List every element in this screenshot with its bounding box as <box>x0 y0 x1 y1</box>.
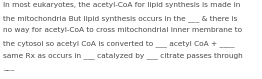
Text: In most eukaryotes, the acetyl-CoA for lipid synthesis is made in: In most eukaryotes, the acetyl-CoA for l… <box>3 2 240 8</box>
Text: same Rx as occurs in ___ catalyzed by ___ citrate passes through: same Rx as occurs in ___ catalyzed by __… <box>3 52 242 59</box>
Text: the mitochondria But lipid synthesis occurs in the ___ & there is: the mitochondria But lipid synthesis occ… <box>3 15 237 22</box>
Text: ___: ___ <box>3 65 14 71</box>
Text: the cytosol so acetyl CoA is converted to ___ acetyl CoA + ____: the cytosol so acetyl CoA is converted t… <box>3 40 234 47</box>
Text: no way for acetyl-CoA to cross mitochondrial inner membrane to: no way for acetyl-CoA to cross mitochond… <box>3 27 242 33</box>
